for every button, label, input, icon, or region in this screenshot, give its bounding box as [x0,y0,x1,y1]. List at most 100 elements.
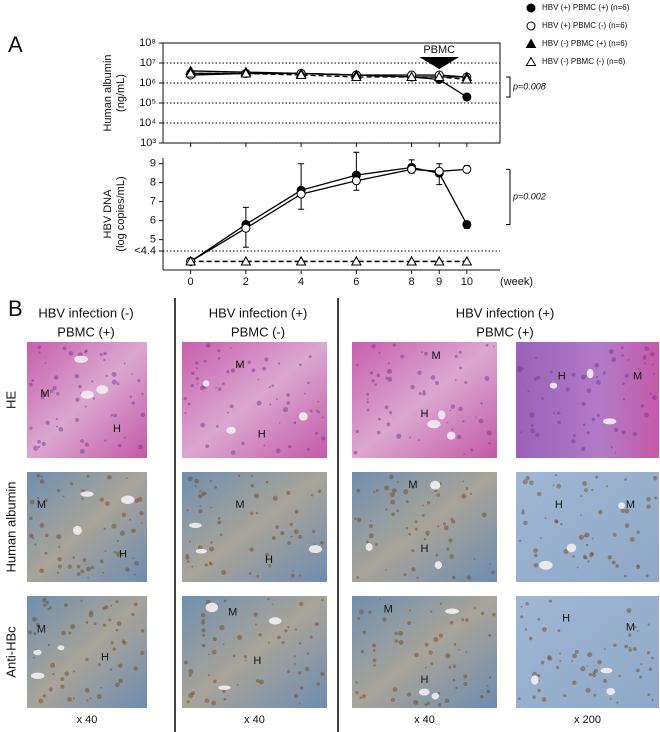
marker [240,255,252,266]
texture [213,679,217,684]
texture [247,360,251,364]
texture [287,670,290,674]
texture [314,431,319,435]
region-label: H [421,408,429,420]
region-label: M [626,499,635,511]
texture [75,417,79,422]
texture [317,400,320,403]
texture [376,430,381,435]
error-bar [298,163,305,195]
marker [526,3,536,13]
texture [64,671,70,677]
texture [198,490,201,493]
texture [652,475,658,481]
marker [351,176,361,186]
texture [594,362,599,368]
texture [133,602,138,607]
vessel [268,617,282,625]
texture [464,381,468,385]
region-label: H [421,543,429,555]
vessel [539,560,553,570]
texture [583,554,587,558]
texture [44,533,49,538]
x-tick-label: 2 [243,276,249,288]
marker [406,255,417,266]
texture [533,563,539,568]
texture [587,652,593,658]
y-tick-label: 10⁵ [139,97,156,109]
texture [195,361,199,365]
texture [99,352,103,357]
texture [42,694,46,698]
texture [243,655,248,659]
texture [584,488,589,493]
texture [278,421,281,424]
texture [298,642,302,645]
texture [628,633,632,637]
region-label: M [40,388,49,400]
texture [445,653,451,659]
texture [42,597,47,603]
texture [60,684,65,689]
marker [526,21,536,31]
texture [390,697,396,703]
texture [140,650,145,656]
texture [138,444,143,450]
texture [457,648,460,651]
texture [126,477,128,480]
texture [640,404,645,408]
texture [186,700,190,704]
texture [537,617,540,621]
texture [639,675,643,679]
texture [293,655,296,658]
x-tick-label: 10 [461,276,473,288]
texture [374,543,378,547]
texture [636,530,640,534]
texture [597,659,602,665]
texture [424,351,428,356]
texture [596,414,600,418]
texture [69,482,74,486]
texture [574,649,579,654]
texture [82,558,87,563]
region-label: H [113,423,121,435]
texture [277,635,281,640]
texture [524,628,528,631]
texture [414,652,419,658]
texture [317,410,321,414]
texture [140,629,145,633]
texture [651,656,654,660]
texture [304,392,307,395]
texture [72,697,75,700]
texture [68,631,72,635]
texture [215,387,217,389]
texture [518,697,521,701]
texture [485,343,489,347]
texture [123,362,126,365]
texture [39,479,45,484]
texture [232,654,236,658]
texture [486,689,491,694]
texture [361,650,365,654]
texture [97,663,101,667]
texture [378,351,381,354]
texture [595,376,599,379]
texture [449,553,455,559]
texture [33,445,39,451]
texture [448,665,452,669]
texture [392,343,397,347]
texture [237,635,243,641]
texture [405,526,409,530]
marker [240,67,252,78]
texture [458,406,463,412]
vessel [72,525,82,535]
texture [450,404,456,409]
marker [241,223,251,233]
texture [105,501,110,506]
texture [559,652,562,655]
texture [271,384,274,388]
texture [110,604,113,607]
texture [131,612,135,617]
texture [369,523,374,528]
texture [607,555,613,560]
